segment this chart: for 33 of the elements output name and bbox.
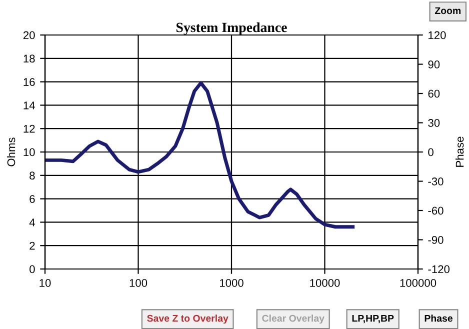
chart-title: System Impedance bbox=[176, 22, 287, 35]
y-axis-title: Ohms bbox=[7, 138, 16, 166]
x-tick-label: 10 bbox=[40, 279, 51, 287]
y2-tick-label: 30 bbox=[428, 119, 440, 127]
y-tick-label: 14 bbox=[24, 102, 35, 110]
y2-tick-label: 90 bbox=[428, 60, 440, 68]
y-tick-label: 20 bbox=[23, 31, 35, 40]
y-tick-label: 0 bbox=[30, 265, 35, 274]
y2-tick-label: 120 bbox=[428, 31, 446, 40]
x-tick-label: 100 bbox=[130, 279, 148, 287]
text: Phase bbox=[424, 314, 453, 322]
x-tick-label: 10000 bbox=[310, 279, 340, 287]
y-tick-label: 8 bbox=[30, 172, 35, 180]
text: LP,HP,BP bbox=[352, 314, 394, 324]
y2-tick-label: -120 bbox=[428, 265, 450, 274]
y2-tick-label: -90 bbox=[428, 236, 444, 244]
y-tick-label: 18 bbox=[24, 54, 35, 63]
text: Clear Overlay bbox=[262, 314, 324, 324]
y2-tick-label: 0 bbox=[428, 148, 434, 156]
y2-axis-title: Phase bbox=[456, 136, 464, 167]
y-tick-label: 6 bbox=[30, 195, 35, 203]
y-tick-label: 4 bbox=[29, 218, 35, 226]
y2-tick-label: -60 bbox=[428, 206, 444, 215]
y-tick-label: 16 bbox=[24, 78, 35, 86]
y2-tick-label: 60 bbox=[428, 90, 440, 98]
y-tick-label: 10 bbox=[24, 148, 35, 156]
y2-tick-label: -30 bbox=[428, 178, 444, 186]
x-tick-label: 1000 bbox=[220, 279, 244, 287]
x-tick-label: 100000 bbox=[400, 279, 436, 287]
text: Zoom bbox=[434, 7, 461, 14]
y-tick-label: 12 bbox=[24, 124, 35, 133]
text: Save Z to Overlay bbox=[147, 314, 228, 324]
y-tick-label: 2 bbox=[30, 242, 35, 250]
